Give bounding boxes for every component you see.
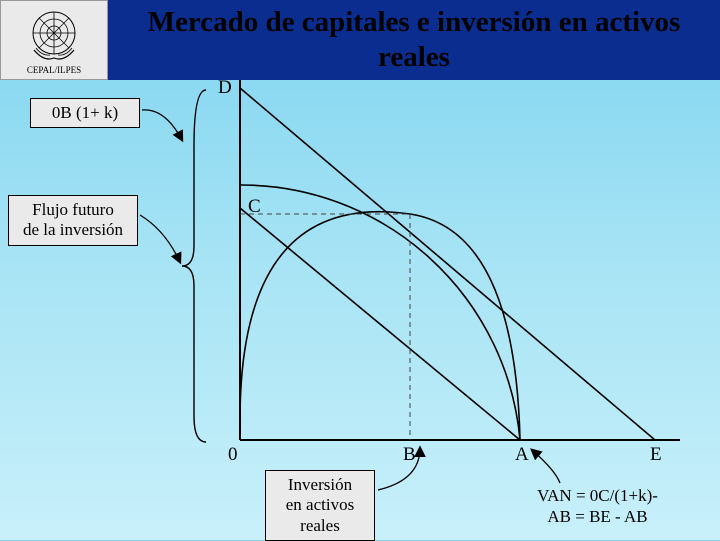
connector-arrows <box>0 0 720 540</box>
